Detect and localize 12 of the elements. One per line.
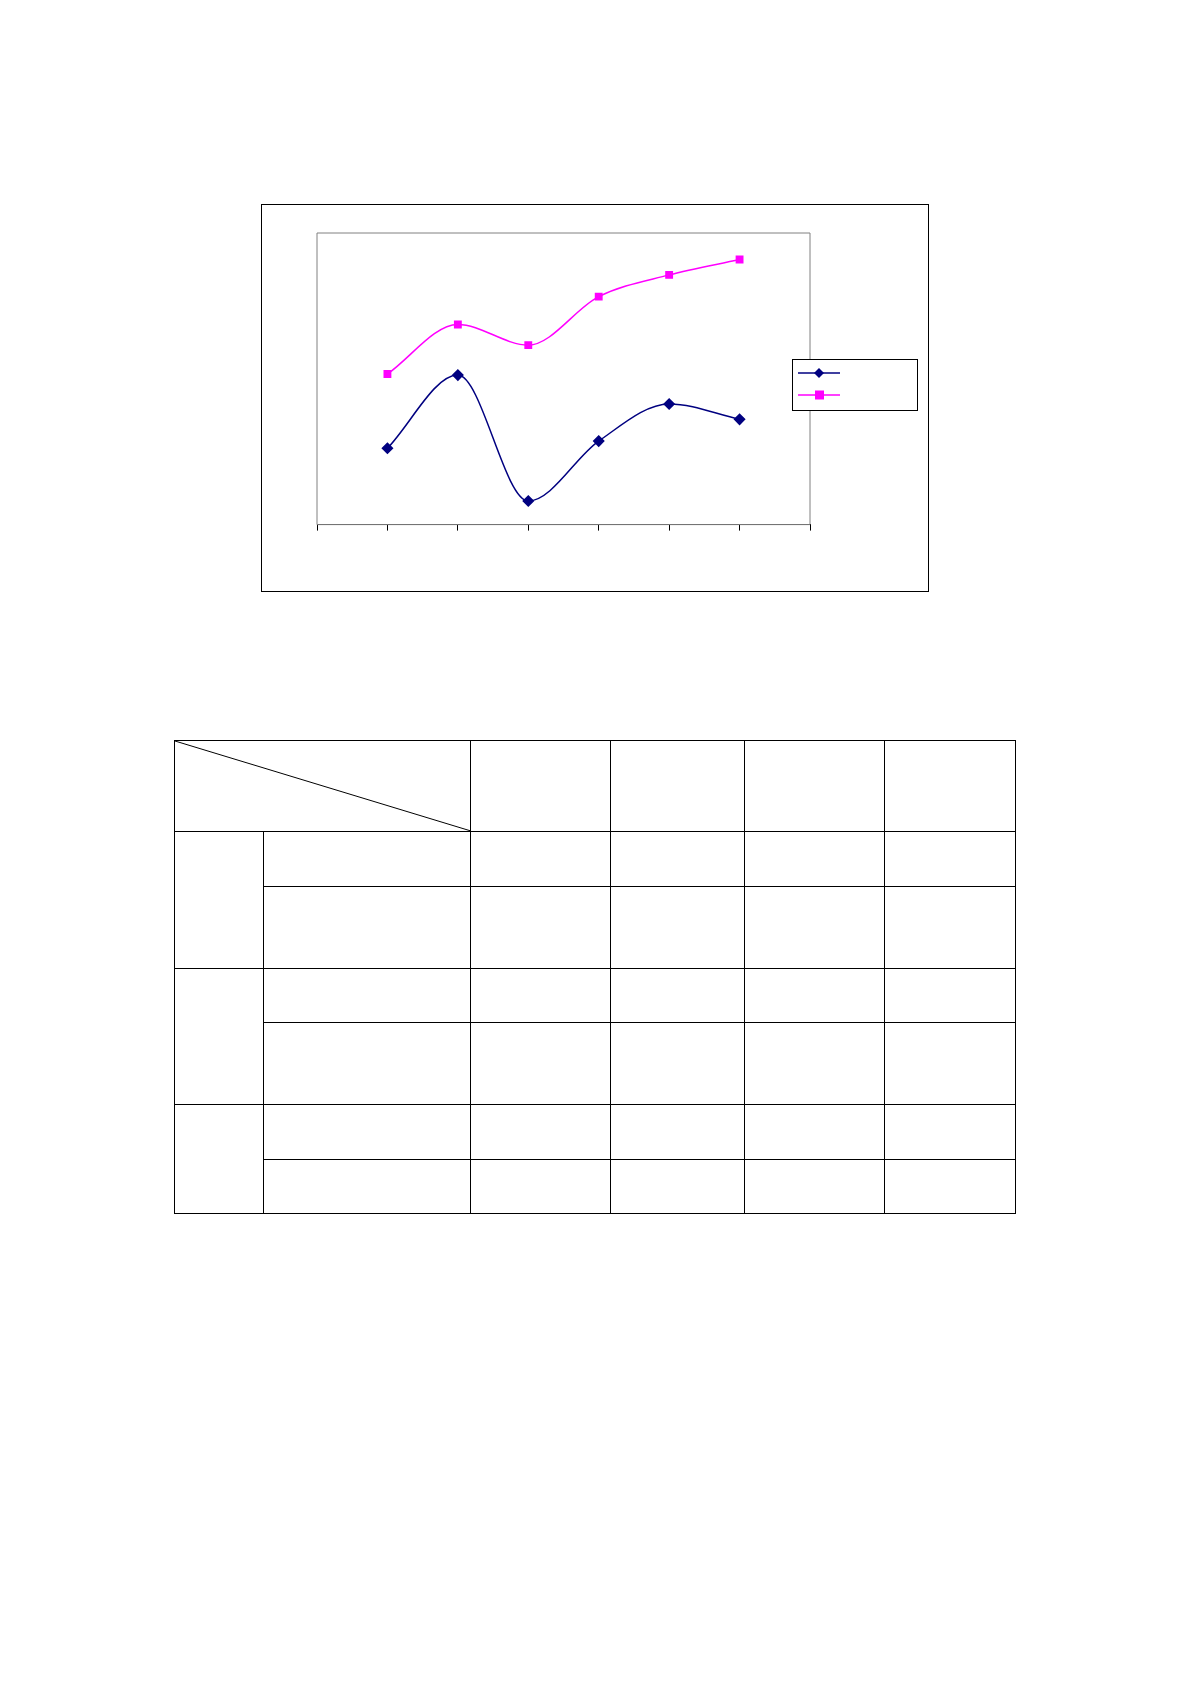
point [381,442,394,454]
point [594,292,603,301]
point [663,398,675,410]
point [522,495,535,507]
point [665,270,674,279]
point [383,370,392,378]
point [735,255,744,264]
point [453,320,462,329]
point [524,341,533,350]
point [733,413,746,426]
point [452,369,464,381]
point [592,435,605,447]
